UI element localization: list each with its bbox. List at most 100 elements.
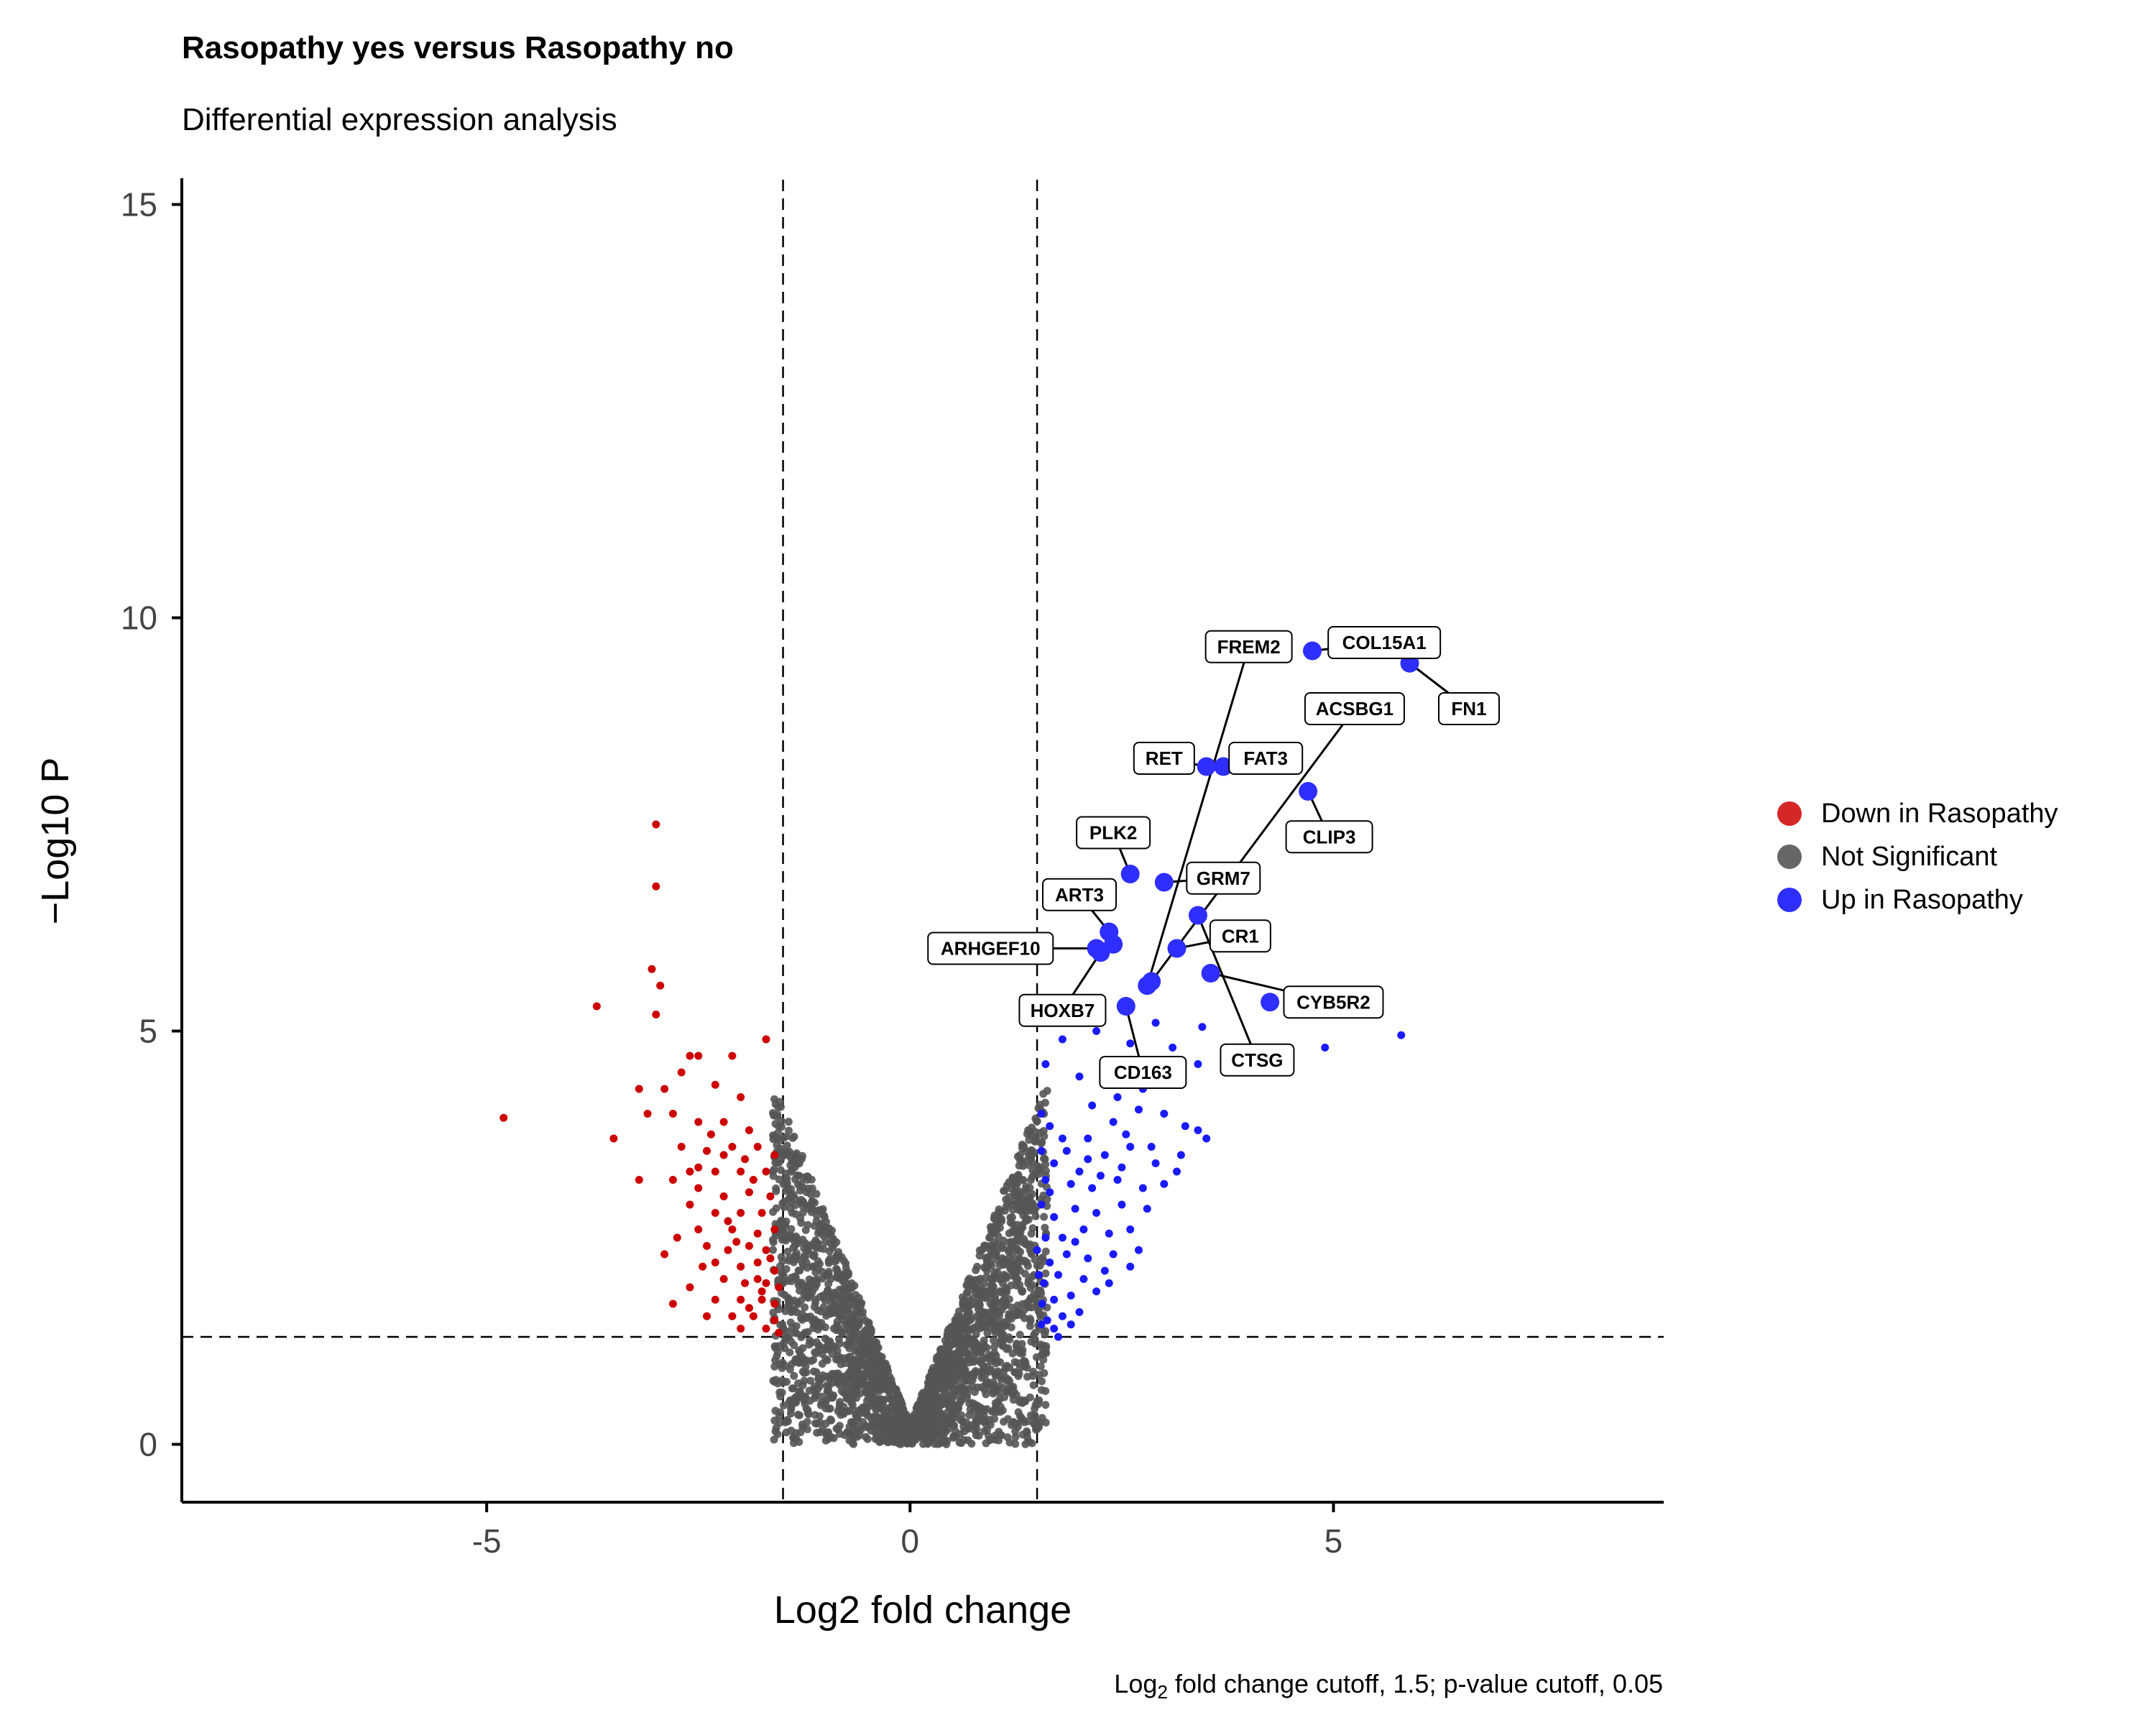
- gene-label-text: CR1: [1222, 925, 1259, 947]
- gene-label-box: [1099, 1056, 1187, 1089]
- labeled-point: [1142, 972, 1161, 991]
- ns-point: [1024, 1303, 1033, 1312]
- gene-label: GRM7: [1186, 861, 1261, 895]
- down-point: [694, 1052, 703, 1060]
- ns-point: [934, 1382, 942, 1391]
- ns-point: [1003, 1345, 1011, 1353]
- ns-point: [1028, 1172, 1036, 1181]
- up-point: [1138, 1184, 1147, 1192]
- ns-point: [992, 1359, 1000, 1368]
- gene-label-box: [1285, 820, 1373, 854]
- ns-point: [1013, 1307, 1022, 1315]
- ns-point: [877, 1404, 886, 1413]
- up-point: [1109, 1118, 1118, 1126]
- ns-point: [992, 1219, 1001, 1228]
- ns-point: [955, 1355, 964, 1363]
- gene-label-box: [1186, 861, 1261, 895]
- ns-point: [874, 1366, 883, 1374]
- down-point: [635, 1085, 643, 1093]
- ns-point: [988, 1228, 997, 1236]
- down-point: [737, 1262, 745, 1271]
- chart-title: Rasopathy yes versus Rasopathy no: [182, 30, 734, 65]
- ns-point: [900, 1420, 908, 1428]
- ns-point: [791, 1201, 799, 1210]
- ns-point: [791, 1355, 800, 1363]
- ns-point: [939, 1371, 947, 1379]
- down-point: [719, 1151, 728, 1159]
- down-point: [770, 1300, 779, 1308]
- ns-point: [1021, 1314, 1029, 1322]
- ns-point: [798, 1236, 807, 1244]
- up-point: [1088, 1101, 1097, 1110]
- ns-point: [1008, 1227, 1016, 1236]
- ns-point: [1005, 1310, 1013, 1318]
- ns-point: [778, 1320, 787, 1329]
- ns-point: [794, 1266, 803, 1275]
- up-point: [1105, 1279, 1113, 1287]
- gene-label-box: [1283, 985, 1384, 1019]
- ns-point: [833, 1266, 842, 1274]
- labeled-point: [1167, 939, 1187, 958]
- ns-point: [918, 1420, 927, 1428]
- up-point: [1062, 1146, 1071, 1155]
- ns-point: [1037, 1289, 1046, 1298]
- ns-point: [846, 1283, 854, 1292]
- ns-point: [1000, 1417, 1008, 1426]
- ns-point: [888, 1415, 896, 1424]
- y-tick-label: 10: [121, 599, 157, 637]
- ns-point: [982, 1343, 991, 1352]
- ns-point: [972, 1366, 980, 1375]
- ns-point: [1027, 1338, 1036, 1346]
- down-point: [711, 1167, 719, 1176]
- down-point: [728, 1312, 737, 1320]
- up-point: [1067, 1179, 1075, 1188]
- up-point: [1194, 1060, 1202, 1068]
- up-point: [1062, 1250, 1071, 1259]
- labeled-point: [1261, 993, 1280, 1012]
- gene-label-text: CTSG: [1231, 1049, 1283, 1071]
- ns-point: [1026, 1193, 1034, 1202]
- ns-point: [1015, 1281, 1024, 1289]
- ns-point: [1021, 1397, 1030, 1406]
- down-point: [749, 1312, 757, 1320]
- ns-point: [787, 1184, 796, 1193]
- ns-point: [998, 1241, 1006, 1250]
- ns-point: [791, 1210, 800, 1218]
- ns-point: [776, 1392, 785, 1401]
- ns-point: [999, 1384, 1008, 1392]
- up-point: [1172, 1167, 1181, 1176]
- gene-label-box: [1327, 626, 1442, 659]
- ns-point: [975, 1246, 984, 1255]
- ns-point: [1028, 1166, 1037, 1174]
- up-point: [1067, 1292, 1075, 1300]
- ns-point: [1027, 1250, 1036, 1259]
- ns-point: [795, 1438, 803, 1446]
- cutoff-caption: Log2 fold change cutoff, 1.5; p-value cu…: [1114, 1669, 1663, 1703]
- ns-point: [778, 1376, 786, 1384]
- ns-point: [982, 1362, 991, 1371]
- down-point: [762, 1035, 770, 1044]
- ns-point: [987, 1352, 996, 1361]
- ns-point: [994, 1232, 1003, 1241]
- ns-point: [990, 1336, 998, 1345]
- gene-label-text: ACSBG1: [1316, 698, 1393, 719]
- ns-point: [800, 1290, 808, 1299]
- down-point: [762, 1325, 770, 1333]
- ns-point: [834, 1352, 843, 1361]
- caption-rest: fold change cutoff, 1.5; p-value cutoff,…: [1167, 1669, 1663, 1698]
- connector-line: [1150, 709, 1355, 983]
- ns-point: [852, 1291, 860, 1300]
- down-point: [635, 1176, 643, 1184]
- ns-point: [954, 1405, 962, 1414]
- ns-point: [845, 1300, 854, 1308]
- gene-label-box: [1076, 816, 1151, 850]
- up-point: [1088, 1184, 1097, 1192]
- ns-point: [769, 1246, 778, 1254]
- ns-point: [884, 1394, 893, 1402]
- ns-point: [986, 1314, 995, 1322]
- down-point: [766, 1192, 775, 1200]
- labeled-point: [1214, 757, 1233, 776]
- ns-point: [1018, 1300, 1027, 1308]
- ns-point: [1010, 1368, 1019, 1376]
- down-point: [770, 1316, 779, 1325]
